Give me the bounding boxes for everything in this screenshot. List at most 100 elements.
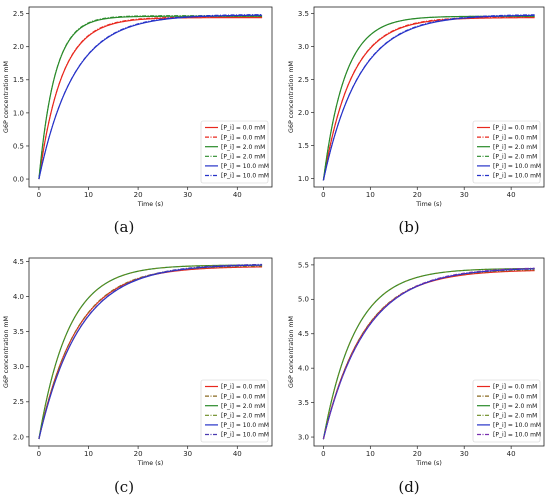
y-tick-label: 3.0 — [298, 43, 309, 51]
y-tick-label: 4.5 — [298, 330, 309, 338]
chart-panel-a: 0 10 20 30 40 0.0 0.5 1.0 1.5 2.0 2.5 Time (s) G6P c… — [3, 6, 273, 236]
legend-entry: [P_i] = 0.0 mM — [493, 125, 537, 132]
y-tick-label: 3.0 — [13, 363, 24, 371]
legend-box — [472, 120, 541, 184]
x-tick-label: 20 — [134, 450, 143, 458]
legend-box — [200, 120, 269, 184]
panel-caption: (c) — [114, 478, 134, 496]
series-line-6 — [38, 263, 263, 440]
legend-entry: [P_i] = 10.0 mM — [493, 173, 541, 180]
legend-entry: [P_i] = 2.0 mM — [493, 403, 537, 410]
panel-caption: (b) — [398, 218, 419, 236]
x-tick-label: 10 — [366, 450, 375, 458]
x-tick-label: 30 — [183, 450, 192, 458]
x-axis-label: Time (s) — [137, 460, 164, 467]
y-tick-label: 3.0 — [298, 433, 309, 441]
legend-entry: [P_i] = 2.0 mM — [493, 413, 537, 420]
legend-entry: [P_i] = 10.0 mM — [221, 422, 269, 429]
y-tick-label: 0.5 — [13, 142, 24, 150]
y-axis-label: G6P concentration mM — [288, 316, 295, 388]
x-tick-label: 0 — [37, 191, 41, 199]
legend-entry: [P_i] = 10.0 mM — [221, 432, 269, 439]
legend-entry: [P_i] = 0.0 mM — [221, 125, 265, 132]
legend-entry: [P_i] = 0.0 mM — [493, 393, 537, 400]
y-axis-label: G6P concentration mM — [3, 61, 10, 133]
y-tick-label: 4.5 — [13, 258, 24, 266]
legend: [P_i] = 0.0 mM [P_i] = 0.0 mM [P_i] = 2.0 … — [200, 120, 269, 184]
legend-entry: [P_i] = 2.0 mM — [221, 413, 265, 420]
y-axis-label: G6P concentration mM — [288, 61, 295, 133]
legend-box — [472, 379, 541, 443]
legend-entry: [P_i] = 10.0 mM — [493, 422, 541, 429]
panel-caption: (d) — [398, 478, 419, 496]
legend-entry: [P_i] = 10.0 mM — [221, 163, 269, 170]
legend-entry: [P_i] = 2.0 mM — [221, 154, 265, 161]
y-tick-label: 1.5 — [13, 76, 24, 84]
x-axis-label: Time (s) — [415, 460, 442, 467]
x-tick-label: 20 — [134, 191, 143, 199]
legend-entry: [P_i] = 10.0 mM — [493, 163, 541, 170]
x-tick-label: 0 — [37, 450, 41, 458]
legend-entry: [P_i] = 2.0 mM — [493, 144, 537, 151]
series-line-4 — [322, 268, 535, 440]
x-tick-label: 0 — [321, 450, 325, 458]
x-tick-label: 40 — [233, 450, 242, 458]
y-axis-label: G6P concentration mM — [3, 316, 10, 388]
legend-entry: [P_i] = 2.0 mM — [221, 144, 265, 151]
x-tick-label: 40 — [507, 191, 516, 199]
x-axis-label: Time (s) — [137, 201, 164, 208]
x-tick-label: 30 — [183, 191, 192, 199]
series-line-6 — [322, 14, 535, 181]
y-tick-label: 5.5 — [298, 261, 309, 269]
x-tick-label: 40 — [233, 191, 242, 199]
legend-entry: [P_i] = 0.0 mM — [493, 384, 537, 391]
legend: [P_i] = 0.0 mM [P_i] = 0.0 mM [P_i] = 2.0 … — [472, 379, 541, 443]
x-tick-label: 20 — [413, 191, 422, 199]
legend-entry: [P_i] = 0.0 mM — [221, 384, 265, 391]
y-tick-label: 1.0 — [298, 175, 309, 183]
x-tick-label: 10 — [84, 191, 93, 199]
x-tick-label: 0 — [321, 191, 325, 199]
y-tick-label: 2.0 — [13, 433, 24, 441]
y-tick-label: 3.5 — [13, 328, 24, 336]
y-tick-label: 3.5 — [298, 399, 309, 407]
legend-entry: [P_i] = 10.0 mM — [221, 173, 269, 180]
y-tick-label: 2.5 — [298, 76, 309, 84]
x-tick-label: 30 — [460, 191, 469, 199]
chart-panel-d: 0 10 20 30 40 3.0 3.5 4.0 4.5 5.0 5.5 Time (s) G6P c… — [288, 257, 545, 496]
series-line-2 — [322, 269, 535, 440]
series-line-5 — [38, 264, 263, 440]
y-tick-label: 5.0 — [298, 296, 309, 304]
series-line-5 — [322, 268, 535, 440]
legend-entry: [P_i] = 0.0 mM — [493, 134, 537, 141]
x-tick-label: 30 — [460, 450, 469, 458]
x-tick-label: 40 — [507, 450, 516, 458]
x-tick-label: 20 — [413, 450, 422, 458]
legend-entry: [P_i] = 2.0 mM — [221, 403, 265, 410]
y-tick-label: 4.0 — [13, 293, 24, 301]
legend-entry: [P_i] = 10.0 mM — [493, 432, 541, 439]
y-tick-label: 2.0 — [298, 109, 309, 117]
y-tick-label: 0.0 — [13, 175, 24, 183]
chart-panel-c: 0 10 20 30 40 2.0 2.5 3.0 3.5 4.0 4.5 Time (s) G6P c… — [3, 257, 273, 496]
y-tick-label: 2.5 — [13, 398, 24, 406]
y-tick-label: 2.0 — [13, 43, 24, 51]
series-line-4 — [38, 264, 263, 440]
y-tick-label: 2.5 — [13, 10, 24, 18]
y-tick-label: 4.0 — [298, 365, 309, 373]
series-line-6 — [38, 14, 263, 180]
legend: [P_i] = 0.0 mM [P_i] = 0.0 mM [P_i] = 2.0 … — [472, 120, 541, 184]
series-line-2 — [38, 16, 263, 180]
panel-caption: (a) — [114, 218, 135, 236]
x-tick-label: 10 — [366, 191, 375, 199]
x-axis-label: Time (s) — [415, 201, 442, 208]
series-line-2 — [322, 16, 535, 181]
x-tick-label: 10 — [84, 450, 93, 458]
y-tick-label: 3.5 — [298, 10, 309, 18]
y-tick-label: 1.0 — [13, 109, 24, 117]
legend-entry: [P_i] = 0.0 mM — [221, 393, 265, 400]
legend-entry: [P_i] = 2.0 mM — [493, 154, 537, 161]
legend-box — [200, 379, 269, 443]
chart-panel-b: 0 10 20 30 40 1.0 1.5 2.0 2.5 3.0 3.5 Time (s) G6P c… — [288, 6, 545, 236]
